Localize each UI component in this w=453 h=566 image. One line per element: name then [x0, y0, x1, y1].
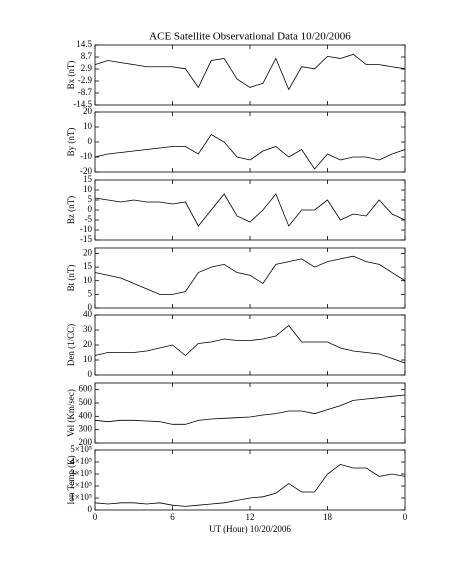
data-line	[94, 394, 406, 425]
y-tick-label: 30	[83, 324, 93, 334]
x-tick-label: 18	[323, 512, 333, 522]
y-tick-label: 300	[79, 424, 93, 434]
y-tick-label: 0	[88, 504, 93, 514]
panel-frame	[94, 44, 406, 106]
y-tick-label: 500	[79, 397, 93, 407]
data-line	[94, 53, 406, 91]
x-tick-label: 0	[403, 512, 408, 522]
y-tick-label: -14.5	[73, 99, 92, 109]
data-line	[94, 255, 406, 295]
data-line	[94, 324, 406, 364]
y-axis-label: Ion Temp (K)	[66, 455, 76, 504]
y-tick-label: 0	[88, 204, 93, 214]
y-tick-label: 20	[83, 106, 93, 116]
y-tick-label: 15	[83, 261, 93, 271]
y-tick-label: -2.9	[78, 75, 93, 85]
y-tick-label: 400	[79, 410, 93, 420]
panel-frame	[94, 247, 406, 309]
panel-frame	[94, 382, 406, 444]
y-tick-label: 20	[83, 248, 93, 258]
x-tick-label: 12	[246, 512, 255, 522]
data-line	[94, 463, 406, 507]
y-tick-label: 5	[88, 288, 93, 298]
y-tick-label: -10	[80, 151, 92, 161]
y-tick-label: 40	[83, 309, 93, 319]
y-tick-label: 15	[83, 174, 93, 184]
panel-frame	[94, 179, 406, 241]
y-tick-label: 10	[83, 184, 93, 194]
y-tick-label: 600	[79, 384, 93, 394]
y-tick-label: -10	[80, 224, 92, 234]
y-axis-label: Bz (nT)	[66, 196, 76, 224]
y-axis-label: By (nT)	[66, 128, 76, 157]
y-tick-label: 2×10⁵	[70, 480, 92, 490]
y-tick-label: -8.7	[78, 87, 93, 97]
panel-frame	[94, 449, 406, 511]
y-tick-label: 14.5	[76, 39, 92, 49]
y-tick-label: -15	[80, 234, 92, 244]
y-tick-label: 8.7	[81, 51, 93, 61]
y-tick-label: 1×10⁵	[70, 492, 92, 502]
data-line	[94, 133, 406, 170]
x-axis-label: UT (Hour) 10/20/2006	[209, 524, 291, 534]
y-tick-label: 10	[83, 275, 93, 285]
y-tick-label: 4×10⁵	[70, 456, 92, 466]
y-tick-label: 10	[83, 354, 93, 364]
y-tick-label: 200	[79, 437, 93, 447]
y-tick-label: 0	[88, 136, 93, 146]
y-axis-label: Bx (nT)	[66, 61, 76, 90]
chart-title: ACE Satellite Observational Data 10/20/2…	[149, 31, 351, 43]
y-axis-label: Bt (nT)	[66, 265, 76, 292]
y-tick-label: 2.9	[81, 63, 93, 73]
y-tick-label: 0	[88, 369, 93, 379]
x-tick-label: 0	[93, 512, 98, 522]
panel-frame	[94, 314, 406, 376]
y-tick-label: -20	[80, 166, 92, 176]
y-tick-label: 10	[83, 121, 93, 131]
y-tick-label: 5×10⁵	[70, 444, 92, 454]
data-line	[94, 193, 406, 227]
panel-frame	[94, 111, 406, 173]
y-tick-label: -5	[85, 214, 93, 224]
y-tick-label: 0	[88, 302, 93, 312]
y-axis-label: Den (1/CC)	[66, 324, 76, 366]
y-tick-label: 20	[83, 339, 93, 349]
y-tick-label: 5	[88, 194, 93, 204]
y-axis-label: Vel (Km/sec)	[66, 389, 76, 437]
y-tick-label: 3×10⁵	[70, 468, 92, 478]
x-tick-label: 6	[170, 512, 175, 522]
